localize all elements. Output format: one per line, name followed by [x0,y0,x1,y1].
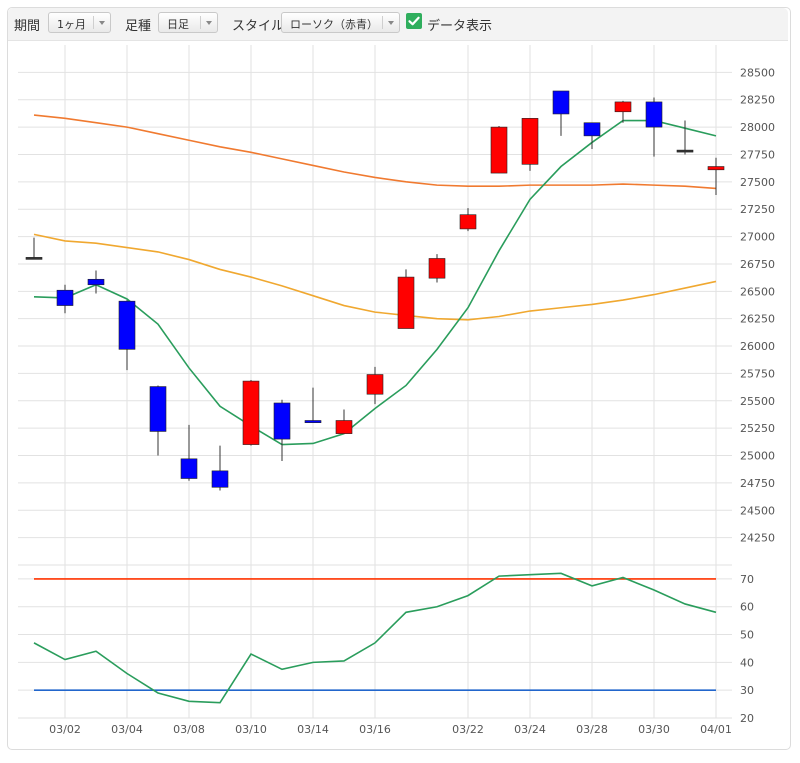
candle-up [397,276,415,329]
chevron-down-icon [206,21,212,25]
rsi-tick-label: 50 [740,629,754,642]
chevron-down-icon [388,21,394,25]
x-tick-label: 04/01 [700,723,732,736]
dropdown-divider [382,16,383,29]
x-tick-label: 03/16 [359,723,391,736]
candle-down [645,101,663,128]
checkmark-icon [408,16,420,26]
candle-up [459,214,477,230]
candle-down [118,300,136,350]
candle-down [552,90,570,115]
ma-mid-line [33,233,717,321]
style-label: スタイル [232,19,285,34]
candle-up [335,420,353,434]
candle-down [304,420,322,423]
price-tick-label: 24500 [740,504,775,517]
price-tick-label: 26750 [740,258,775,271]
candle-up [707,166,725,171]
data-display-checkbox[interactable] [406,13,422,29]
rsi-tick-label: 30 [740,684,754,697]
ma-short-line [33,119,717,446]
x-tick-label: 03/22 [452,723,484,736]
price-tick-label: 27000 [740,231,775,244]
x-tick-label: 03/10 [235,723,267,736]
x-tick-label: 03/02 [49,723,81,736]
style-dropdown[interactable]: ローソク（赤青） [281,12,400,33]
candle-up [490,126,508,174]
dropdown-divider [93,16,94,29]
x-tick-label: 03/28 [576,723,608,736]
candle-down [56,289,74,306]
price-tick-label: 28000 [740,121,775,134]
bar-type-dropdown[interactable]: 日足 [158,12,218,33]
candle-up [428,258,446,279]
price-tick-label: 26500 [740,285,775,298]
candle-down [180,458,198,479]
price-tick-label: 27750 [740,148,775,161]
style-dropdown-value: ローソク（赤青） [290,18,378,31]
dropdown-divider [200,16,201,29]
candle-down [149,386,167,432]
rsi-tick-label: 40 [740,656,754,669]
price-tick-label: 28500 [740,66,775,79]
rsi-tick-label: 60 [740,601,754,614]
price-tick-label: 24750 [740,477,775,490]
price-tick-label: 25000 [740,450,775,463]
period-dropdown-value: 1ヶ月 [57,18,86,31]
x-tick-label: 03/04 [111,723,143,736]
price-tick-label: 25250 [740,422,775,435]
period-label: 期間 [14,19,41,34]
x-tick-label: 03/14 [297,723,329,736]
x-tick-label: 03/24 [514,723,546,736]
bar-type-dropdown-value: 日足 [167,18,189,31]
price-tick-label: 24250 [740,532,775,545]
candle-up [614,101,632,113]
price-tick-label: 26000 [740,340,775,353]
period-dropdown[interactable]: 1ヶ月 [48,12,111,33]
price-tick-label: 25500 [740,395,775,408]
candle-down [583,122,601,137]
price-tick-label: 25750 [740,367,775,380]
rsi-tick-label: 20 [740,712,754,725]
price-tick-label: 28250 [740,94,775,107]
chart-frame [7,7,791,750]
chevron-down-icon [99,21,105,25]
x-tick-label: 03/08 [173,723,205,736]
candle-doji [25,257,43,260]
rsi-line [33,572,717,704]
candle-up [521,118,539,165]
data-display-label[interactable]: データ表示 [427,19,493,34]
x-tick-label: 03/30 [638,723,670,736]
candle-up [366,374,384,395]
candle-down [87,278,105,286]
price-tick-label: 27250 [740,203,775,216]
candle-down [273,402,291,440]
ma-long-line [33,114,717,190]
bar-type-label: 足種 [125,19,152,34]
candle-down [211,470,229,488]
price-tick-label: 27500 [740,176,775,189]
candle-doji [676,149,694,153]
candle-up [242,380,260,445]
rsi-tick-label: 70 [740,573,754,586]
price-tick-label: 26250 [740,313,775,326]
